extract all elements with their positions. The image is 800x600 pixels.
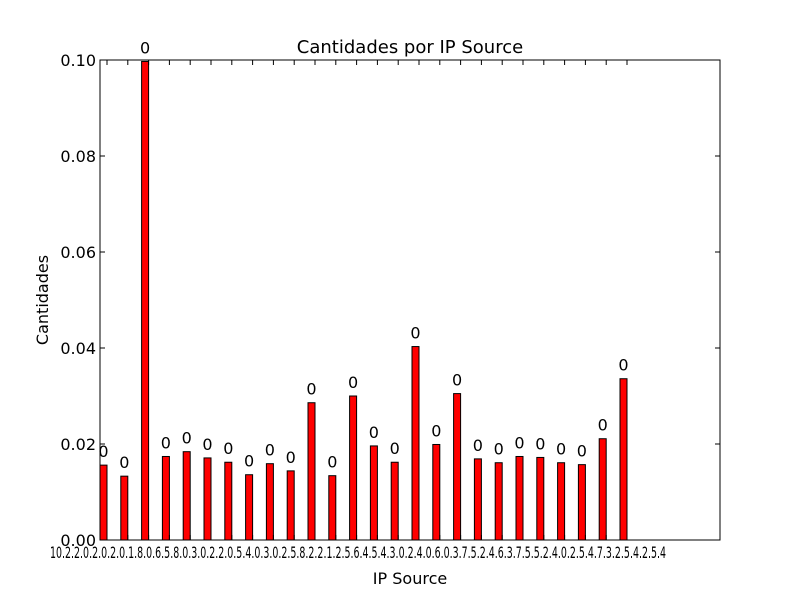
x-tick-labels: 10.2.2.0.2.0.2.0.1.8.0.6.5.8.0.3.0.2.2.0… <box>50 543 666 562</box>
bar-value-label: 0 <box>265 441 275 460</box>
bar-value-label: 0 <box>327 453 337 472</box>
bar <box>203 457 212 541</box>
bar-value-label: 0 <box>348 373 358 392</box>
bar-value-label: 0 <box>556 440 566 459</box>
bar-value-label: 0 <box>369 423 379 442</box>
bar <box>515 455 524 541</box>
bar <box>120 475 129 541</box>
bar-value-label: 0 <box>494 440 504 459</box>
bar-value-label: 0 <box>223 439 233 458</box>
bar <box>411 346 420 541</box>
y-tick-label: 0.02 <box>60 435 96 454</box>
bar <box>224 461 233 541</box>
bar-value-label: 0 <box>390 439 400 458</box>
bar <box>245 474 254 541</box>
y-tick-label: 0.06 <box>60 243 96 262</box>
bar <box>577 464 586 541</box>
bar <box>619 378 628 541</box>
bar-value-label: 0 <box>244 452 254 471</box>
y-tick-label: 0.04 <box>60 339 96 358</box>
bar <box>598 438 607 541</box>
bar <box>494 462 503 541</box>
bar <box>390 461 399 541</box>
y-axis: 0.00 0.02 0.04 0.06 0.08 0.10 <box>60 51 720 550</box>
bar <box>141 60 150 541</box>
bar <box>369 445 378 541</box>
bar-value-label: 0 <box>182 429 192 448</box>
bar-value-label: 0 <box>577 442 587 461</box>
bar <box>349 395 358 541</box>
bar-value-label: 0 <box>410 324 420 343</box>
bar-value-label: 0 <box>119 453 129 472</box>
bar <box>453 393 462 541</box>
y-tick-label: 0.10 <box>60 51 96 70</box>
bar <box>536 456 545 541</box>
bar-value-label: 0 <box>473 436 483 455</box>
bar <box>265 463 274 541</box>
bar-value-label: 0 <box>431 421 441 440</box>
bar <box>286 470 295 541</box>
bar <box>328 475 337 541</box>
bar-value-label: 0 <box>202 435 212 454</box>
x-axis-label: IP Source <box>373 569 447 588</box>
bar-value-label: 0 <box>286 448 296 467</box>
bar-value-label: 0 <box>452 371 462 390</box>
bar <box>161 455 170 541</box>
bar-value-label: 0 <box>598 416 608 435</box>
bar-value-label: 0 <box>514 433 524 452</box>
y-tick-label: 0.00 <box>60 531 96 550</box>
bar-value-label: 0 <box>618 356 628 375</box>
bar <box>432 443 441 541</box>
bar-value-label: 0 <box>140 38 150 57</box>
bar <box>473 458 482 541</box>
y-axis-label: Cantidades <box>33 255 52 345</box>
bar <box>307 402 316 541</box>
plot-frame <box>99 59 721 541</box>
bar-value-label: 0 <box>306 380 316 399</box>
bar-value-label: 0 <box>161 433 171 452</box>
bar <box>557 462 566 541</box>
bar-value-label: 0 <box>535 434 545 453</box>
bar <box>182 451 191 541</box>
bar <box>99 464 108 541</box>
chart-title: Cantidades por IP Source <box>297 37 523 58</box>
y-tick-label: 0.08 <box>60 147 96 166</box>
bar-value-label: 0 <box>98 442 108 461</box>
